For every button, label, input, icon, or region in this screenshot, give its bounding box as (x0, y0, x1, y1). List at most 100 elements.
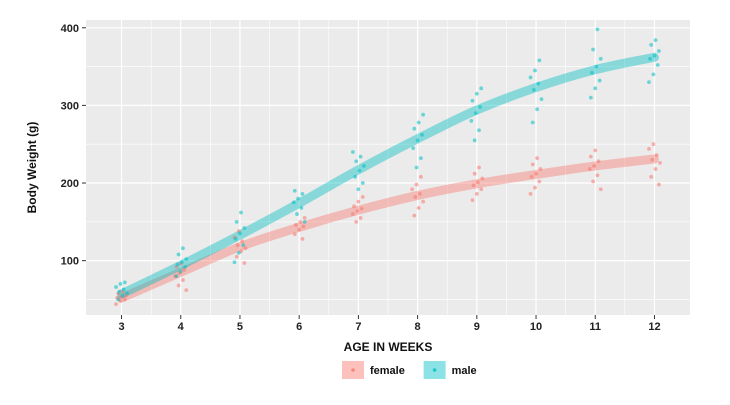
male-point (537, 58, 542, 63)
male-point (296, 196, 300, 201)
female-point (242, 261, 247, 265)
male-point (479, 86, 484, 91)
female-point (533, 185, 537, 190)
female-point (474, 191, 479, 196)
female-point (649, 174, 654, 179)
male-point (536, 81, 541, 86)
male-point (528, 75, 533, 80)
female-point (176, 283, 181, 288)
male-point (648, 56, 652, 61)
female-point (591, 179, 595, 184)
male-point (361, 164, 366, 168)
female-point (352, 204, 356, 209)
male-point (469, 119, 474, 123)
x-tick-label: 12 (648, 321, 660, 333)
female-point (360, 195, 365, 199)
male-point (416, 120, 421, 125)
male-point (234, 219, 239, 224)
female-legend-point (351, 368, 355, 372)
male-point (649, 42, 654, 47)
male-point (653, 38, 658, 43)
male-point (594, 64, 599, 69)
minor-gridlines (86, 20, 690, 315)
female-point (350, 212, 355, 216)
female-point (416, 205, 421, 210)
male-point (595, 27, 600, 32)
male-smooth-band (117, 52, 659, 299)
female-point (471, 183, 476, 188)
x-tick-label: 11 (589, 321, 601, 333)
female-point (302, 216, 307, 220)
male-point (291, 200, 296, 205)
male-point (530, 120, 535, 125)
female-point (538, 167, 543, 171)
x-tick-label: 10 (530, 321, 542, 333)
female-point (300, 237, 305, 241)
male-point (472, 138, 477, 143)
female-point (479, 187, 484, 192)
female-point (413, 195, 418, 199)
legend: female male (342, 361, 477, 379)
male-point (591, 47, 595, 52)
male-point (176, 252, 181, 257)
male-point (647, 80, 651, 85)
female-point (588, 154, 593, 159)
male-point (238, 231, 242, 236)
male-point (118, 282, 123, 286)
female-point (182, 268, 186, 272)
female-point (355, 209, 360, 213)
female-point (297, 227, 302, 232)
male-point (411, 146, 416, 150)
x-tick-label: 5 (237, 321, 243, 333)
x-tick-label: 6 (296, 321, 302, 333)
female-point (292, 232, 297, 237)
male-point (300, 191, 305, 196)
male-point (183, 264, 188, 269)
male-point (656, 49, 661, 53)
male-point (233, 237, 238, 241)
female-point (596, 159, 601, 164)
female-smooth-band (117, 154, 659, 303)
female-point (412, 213, 417, 218)
male-point (358, 154, 363, 159)
male-point (588, 95, 593, 100)
male-point (533, 68, 537, 73)
y-tick-label: 300 (61, 100, 79, 112)
female-point (419, 174, 423, 179)
male-point (122, 280, 127, 285)
female-point (535, 156, 540, 161)
male-point (473, 111, 478, 116)
female-point (359, 206, 364, 211)
male-point (117, 289, 122, 294)
male-point (651, 72, 656, 77)
female-point (240, 239, 245, 244)
male-point (539, 97, 544, 102)
female-point (358, 216, 363, 220)
male-point (114, 285, 118, 289)
male-point (181, 246, 185, 251)
male-point (116, 297, 121, 302)
female-point (656, 182, 661, 187)
male-point (354, 159, 359, 164)
female-point (354, 219, 359, 224)
female-point (114, 302, 118, 307)
x-tick-label: 4 (178, 321, 185, 333)
female-point (298, 219, 303, 224)
female-legend-label: female (370, 365, 405, 377)
female-point (528, 191, 533, 196)
female-point (534, 171, 538, 176)
x-axis-ticks: 3 4 5 6 7 8 9 10 11 12 (118, 315, 661, 333)
female-point (181, 278, 185, 282)
male-point (478, 105, 483, 109)
female-point (650, 157, 655, 162)
male-point (360, 181, 365, 185)
female-point (592, 164, 597, 168)
male-point (598, 56, 603, 61)
female-point (414, 182, 419, 187)
data-points (114, 27, 662, 307)
male-point (174, 274, 179, 279)
male-point (242, 226, 247, 230)
female-point (470, 198, 475, 203)
female-point (530, 162, 535, 167)
female-point (593, 148, 598, 153)
